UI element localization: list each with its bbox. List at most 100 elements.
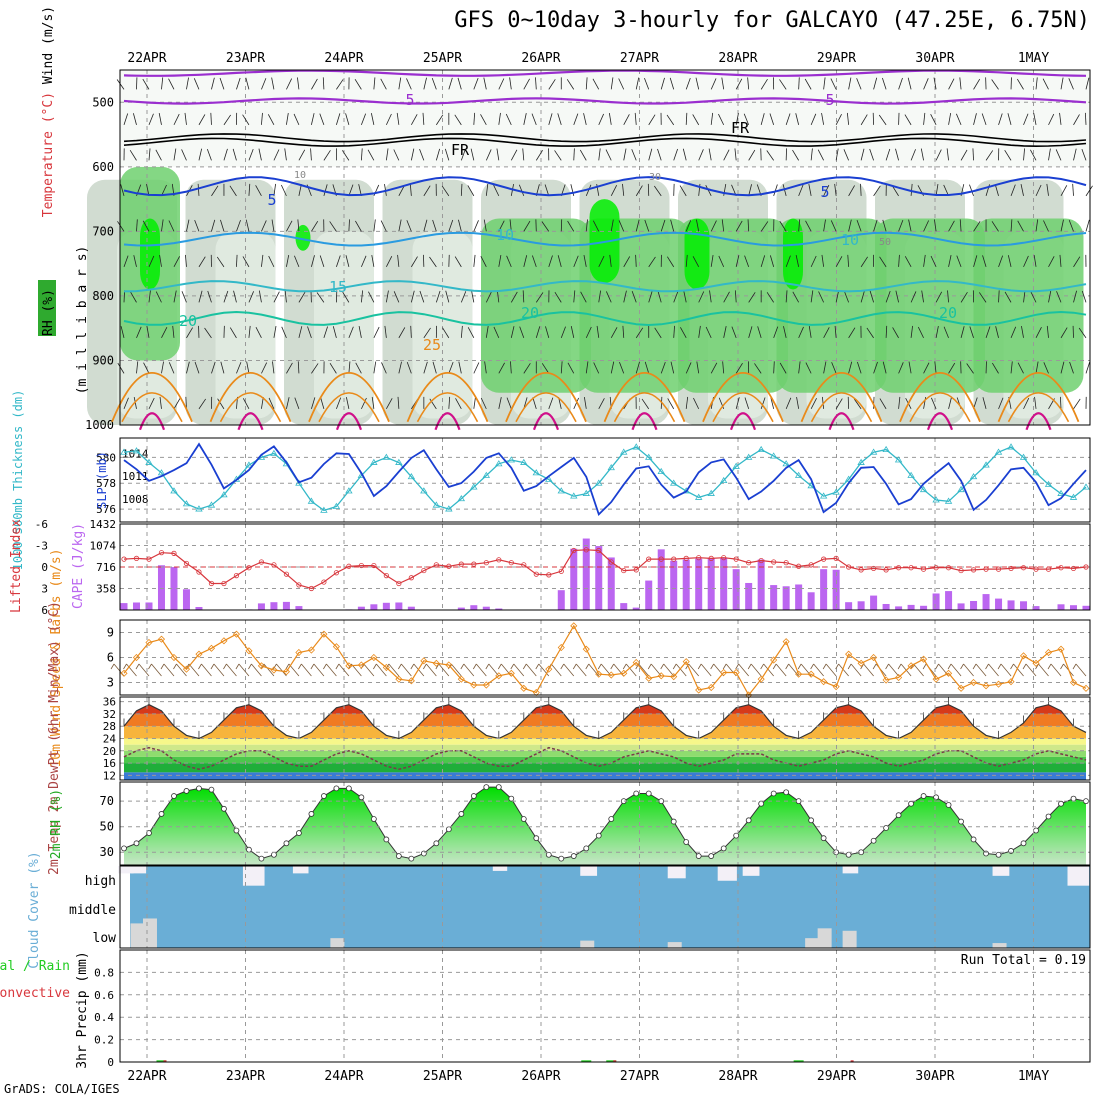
wind-barb	[956, 255, 962, 268]
wind-barb	[136, 326, 142, 339]
wind-barb	[598, 113, 604, 126]
wind-barb	[795, 113, 800, 125]
wind-barb	[835, 113, 842, 126]
thickness-point	[707, 489, 715, 496]
wind-barb	[583, 113, 587, 125]
wind-speed-point	[982, 682, 990, 690]
wind-barb	[1073, 398, 1081, 410]
wind-barb	[273, 325, 277, 338]
li-point	[133, 555, 140, 562]
wind-barb	[860, 290, 865, 303]
wind-barb	[666, 114, 675, 126]
li-point	[833, 555, 839, 562]
wind-barb	[226, 663, 237, 677]
wind-barb	[973, 78, 981, 90]
wind-barb	[1068, 78, 1074, 90]
thickness-line	[123, 446, 1087, 512]
wind-barb	[355, 220, 362, 232]
wind-barb	[1048, 290, 1052, 303]
wind-barb	[255, 185, 262, 197]
wind-barb	[198, 398, 207, 410]
wind-barb	[992, 362, 999, 374]
wind-barb	[223, 663, 227, 670]
wind-speed-point	[732, 668, 740, 677]
li-point	[171, 550, 177, 556]
thickness-point	[994, 448, 1003, 455]
wind-barb	[319, 113, 325, 126]
rh-area	[124, 787, 1086, 865]
wind-barb	[1021, 325, 1024, 338]
cape-bar	[707, 558, 715, 610]
cloud-low-clear	[817, 928, 832, 948]
wind-barb	[480, 114, 487, 126]
wind-barb	[946, 148, 949, 161]
y-tick-label: 580	[96, 451, 116, 464]
li-point	[1008, 565, 1014, 572]
contour-temp-25	[603, 372, 686, 423]
precip-total-bar	[156, 1060, 167, 1062]
cape-bar	[1032, 606, 1040, 610]
cloud-gap-high	[118, 866, 134, 874]
date-label-top: 28APR	[718, 51, 757, 66]
wind-barb	[848, 219, 852, 232]
rh-shade	[875, 218, 985, 393]
y-tick-label: 0.8	[94, 966, 114, 979]
wind-barb	[766, 150, 774, 161]
wind-barb	[142, 78, 150, 90]
wind-barb	[493, 326, 500, 339]
wind-barb	[398, 361, 402, 374]
wind-barb	[660, 663, 665, 670]
wind-barb	[585, 219, 588, 232]
cape-bar	[982, 594, 990, 610]
wind-barb	[680, 327, 687, 339]
y-tick-label: 70	[100, 794, 114, 808]
wind-barb	[1060, 327, 1068, 339]
wind-barb	[718, 113, 725, 126]
wind-barb	[348, 219, 350, 232]
wind-barb	[370, 113, 375, 125]
wind-barb	[173, 113, 180, 126]
wind-barb	[748, 184, 752, 196]
thickness-point	[645, 453, 653, 460]
wind-barb	[810, 255, 817, 268]
wind-barb	[813, 663, 824, 677]
rh-point	[133, 840, 140, 847]
wind-barb	[448, 77, 453, 90]
rh-point	[870, 837, 877, 844]
y-tick-label: 600	[92, 160, 114, 174]
wind-barb	[873, 77, 878, 90]
wind-barb	[598, 398, 605, 410]
date-label-bottom: 28APR	[718, 1069, 757, 1084]
li-point	[995, 566, 1002, 572]
wind-barb	[286, 220, 293, 232]
wind-barb	[623, 256, 631, 268]
wind-barb	[376, 663, 387, 677]
wind-barb	[808, 325, 812, 338]
thickness-point	[245, 461, 253, 468]
li-point	[483, 560, 489, 566]
contour-label: 50	[879, 237, 891, 248]
wind-barb	[435, 148, 441, 161]
cape-bar	[1020, 601, 1028, 610]
wind-barb	[498, 362, 505, 374]
wind-barb	[898, 362, 904, 374]
wind-barb	[835, 663, 839, 670]
wind-barb	[705, 184, 712, 197]
y-tick-label: 12	[103, 769, 116, 782]
wind-barb	[950, 663, 962, 677]
wind-barb	[1035, 184, 1042, 197]
wind-barb	[541, 221, 550, 232]
rh-point	[495, 784, 502, 791]
wind-barb	[998, 255, 1004, 268]
wind-barb	[261, 78, 267, 90]
li-point	[783, 560, 789, 566]
wind-barb	[856, 219, 862, 232]
wind-barb	[948, 112, 952, 125]
wind-barb	[910, 325, 913, 338]
wind-barb	[548, 397, 554, 410]
thickness-point	[832, 488, 840, 495]
wind-barb	[641, 398, 650, 410]
wind-speed-point	[307, 646, 315, 654]
wind-barb	[573, 290, 576, 303]
rh-point	[296, 830, 302, 836]
